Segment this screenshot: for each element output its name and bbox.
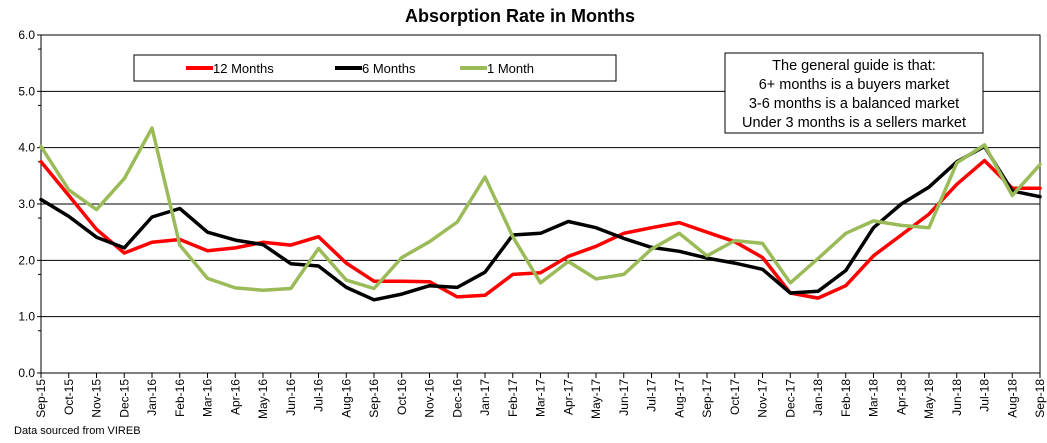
x-tick-label: Aug-17	[672, 379, 686, 418]
x-tick-label: Jan-18	[811, 379, 825, 416]
x-tick-label: Oct-16	[395, 379, 409, 415]
x-tick-label: Apr-16	[228, 379, 242, 415]
x-tick-label: Jun-16	[284, 379, 298, 416]
x-tick-label: Apr-18	[894, 379, 908, 415]
x-tick-label: Sep-15	[34, 379, 48, 418]
guide-annotation: The general guide is that: 6+ months is a…	[724, 52, 984, 134]
y-tick-label: 4.0	[18, 141, 35, 155]
x-tick-label: Jul-16	[312, 379, 326, 412]
x-tick-label: Oct-15	[62, 379, 76, 415]
legend-label: 12 Months	[213, 61, 274, 76]
x-tick-label: Jul-18	[978, 379, 992, 412]
x-tick-label: Dec-16	[450, 379, 464, 418]
x-tick-label: Jul-17	[645, 379, 659, 412]
source-note: Data sourced from VIREB	[14, 425, 141, 437]
y-tick-label: 2.0	[18, 253, 35, 267]
series-line-12-months	[39, 158, 1042, 300]
x-tick-label: Nov-17	[756, 379, 770, 418]
y-tick-label: 3.0	[18, 197, 35, 211]
chart-title: Absorption Rate in Months	[405, 6, 635, 26]
x-tick-label: Aug-16	[339, 379, 353, 418]
y-tick-label: 0.0	[18, 366, 35, 380]
x-tick-label: Mar-16	[201, 379, 215, 417]
x-tick-label: Nov-15	[90, 379, 104, 418]
x-tick-label: Jan-16	[145, 379, 159, 416]
guide-box	[724, 52, 984, 134]
y-tick-label: 1.0	[18, 310, 35, 324]
x-tick-label: Apr-17	[561, 379, 575, 415]
x-tick-label: Jan-17	[478, 379, 492, 416]
x-tick-label: Jun-18	[950, 379, 964, 416]
x-tick-label: Feb-18	[839, 379, 853, 417]
x-tick-label: Dec-15	[117, 379, 131, 418]
guide-line: Under 3 months is a sellers market	[742, 115, 966, 131]
x-tick-label: Feb-16	[173, 379, 187, 417]
legend-label: 1 Month	[487, 61, 534, 76]
x-tick-label: Jun-17	[617, 379, 631, 416]
x-tick-label: Sep-17	[700, 379, 714, 418]
x-tick-label: May-17	[589, 379, 603, 419]
axes: 0.0 1.0 2.0 3.0 4.0 5.0 6.0 Sep-15 Oct-15 Nov-15 D…	[18, 28, 1047, 419]
guide-line: The general guide is that:	[772, 58, 936, 74]
x-tick-label: Mar-18	[867, 379, 881, 417]
guide-line: 6+ months is a buyers market	[759, 77, 950, 93]
x-tick-label: Dec-17	[783, 379, 797, 418]
legend-label: 6 Months	[362, 61, 416, 76]
legend-box	[133, 54, 617, 82]
series-line-1-month	[39, 126, 1042, 292]
x-tick-label: Aug-18	[1005, 379, 1019, 418]
series-lines	[39, 126, 1042, 302]
x-tick-label: Feb-17	[506, 379, 520, 417]
x-tick-label: Nov-16	[423, 379, 437, 418]
y-tick-label: 6.0	[18, 28, 35, 42]
x-tick-label: May-18	[922, 379, 936, 419]
x-tick-label: Oct-17	[728, 379, 742, 415]
y-tick-label: 5.0	[18, 84, 35, 98]
legend: 12 Months 6 Months 1 Month	[133, 54, 617, 82]
x-tick-label: Sep-16	[367, 379, 381, 418]
guide-line: 3-6 months is a balanced market	[749, 96, 959, 112]
x-tick-label: Mar-17	[534, 379, 548, 417]
x-tick-label: May-16	[256, 379, 270, 419]
series-line-6-months	[39, 144, 1042, 302]
x-tick-label: Sep-18	[1033, 379, 1047, 418]
